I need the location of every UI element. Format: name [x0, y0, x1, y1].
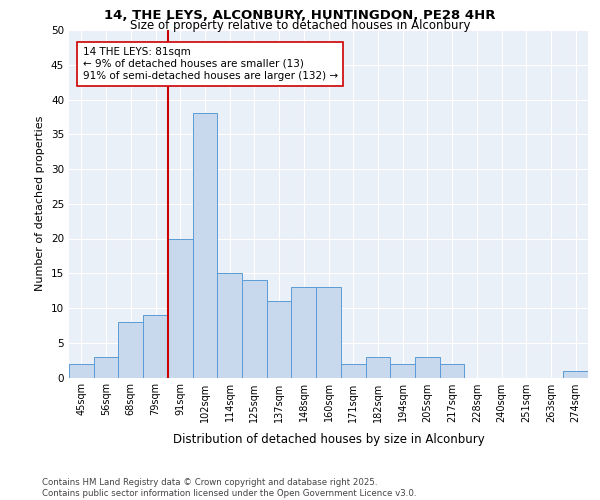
Bar [267, 301, 292, 378]
Bar [390, 364, 415, 378]
Text: Distribution of detached houses by size in Alconbury: Distribution of detached houses by size … [173, 432, 485, 446]
Bar [168, 238, 193, 378]
Text: 14 THE LEYS: 81sqm
← 9% of detached houses are smaller (13)
91% of semi-detached: 14 THE LEYS: 81sqm ← 9% of detached hous… [83, 48, 338, 80]
Bar [415, 356, 440, 378]
Bar [217, 273, 242, 378]
Bar [242, 280, 267, 378]
Text: Contains HM Land Registry data © Crown copyright and database right 2025.
Contai: Contains HM Land Registry data © Crown c… [42, 478, 416, 498]
Bar [69, 364, 94, 378]
Bar [440, 364, 464, 378]
Bar [316, 287, 341, 378]
Bar [365, 356, 390, 378]
Bar [118, 322, 143, 378]
Y-axis label: Number of detached properties: Number of detached properties [35, 116, 46, 292]
Bar [143, 315, 168, 378]
Text: Size of property relative to detached houses in Alconbury: Size of property relative to detached ho… [130, 19, 470, 32]
Text: 14, THE LEYS, ALCONBURY, HUNTINGDON, PE28 4HR: 14, THE LEYS, ALCONBURY, HUNTINGDON, PE2… [104, 9, 496, 22]
Bar [193, 114, 217, 378]
Bar [341, 364, 365, 378]
Bar [292, 287, 316, 378]
Bar [94, 356, 118, 378]
Bar [563, 370, 588, 378]
